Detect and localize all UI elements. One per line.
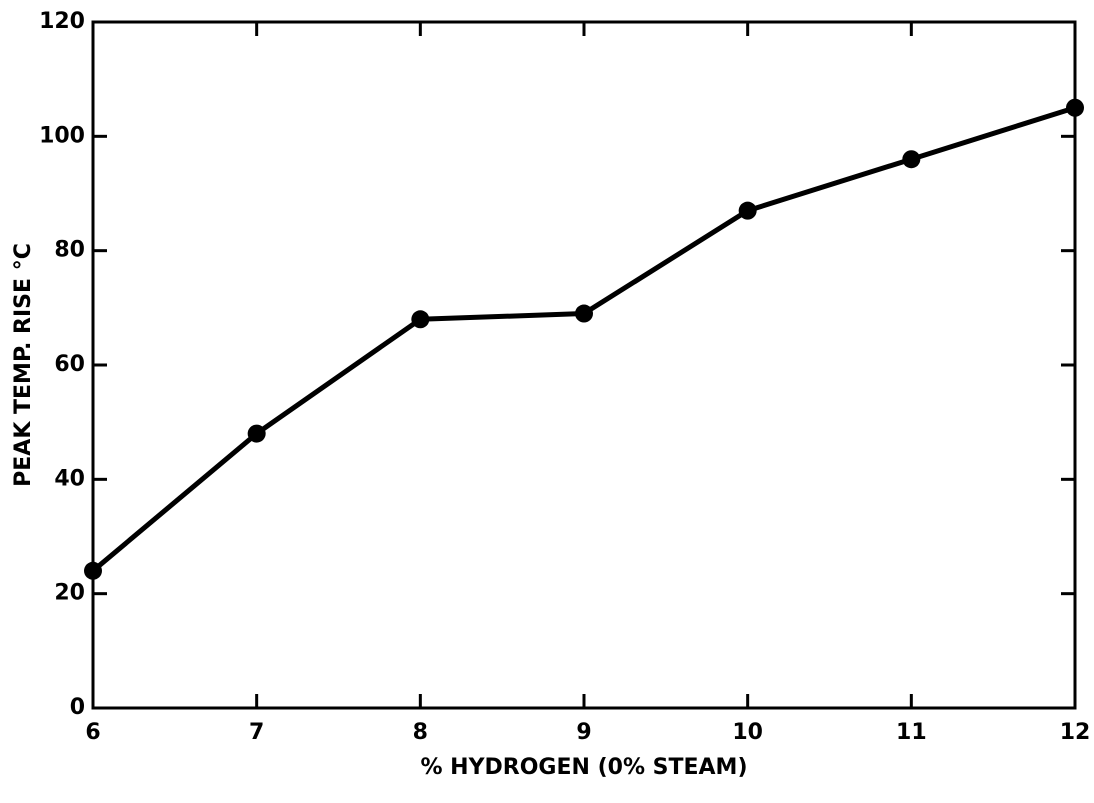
x-tick-label: 12: [1060, 720, 1091, 745]
y-tick-label: 100: [39, 123, 85, 148]
y-tick-label: 40: [54, 466, 85, 491]
y-tick-label: 60: [54, 352, 85, 377]
x-tick-label: 9: [576, 720, 591, 745]
x-tick-label: 11: [896, 720, 927, 745]
data-point: [247, 424, 266, 443]
data-point: [575, 304, 593, 323]
x-tick-label: 7: [249, 720, 264, 745]
plot-frame: [91, 20, 1077, 710]
y-axis-label: PEAK TEMP. RISE °C: [11, 243, 36, 487]
data-line: [91, 105, 1076, 573]
data-point: [84, 561, 102, 580]
x-tick-label: 6: [85, 720, 100, 745]
data-point: [738, 201, 757, 220]
x-tick-label: 8: [413, 720, 428, 745]
y-tick-label: 0: [70, 695, 85, 720]
x-tick-label: 10: [732, 720, 763, 745]
x-axis-label: % HYDROGEN (0% STEAM): [420, 755, 747, 780]
data-point: [411, 310, 430, 329]
y-tick-label: 20: [54, 581, 85, 606]
y-tick-label: 120: [39, 9, 85, 34]
y-tick-label: 80: [54, 238, 85, 263]
data-point: [1066, 98, 1084, 117]
data-point: [902, 150, 921, 169]
